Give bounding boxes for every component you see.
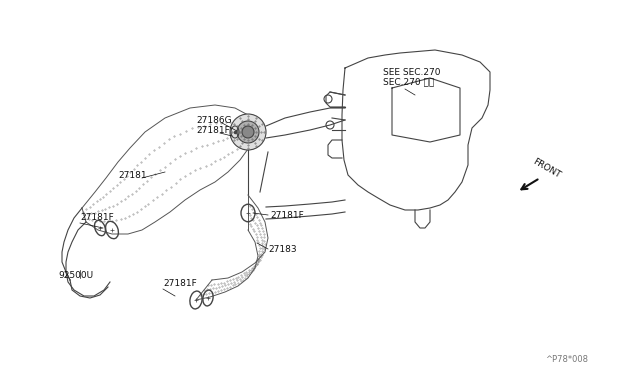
Polygon shape bbox=[196, 195, 268, 300]
Text: 27186G: 27186G bbox=[196, 116, 232, 125]
Polygon shape bbox=[342, 50, 490, 210]
Text: 27181F: 27181F bbox=[163, 279, 196, 288]
Text: 92500U: 92500U bbox=[58, 271, 93, 280]
Circle shape bbox=[242, 126, 254, 138]
Text: 27183: 27183 bbox=[268, 245, 296, 254]
Polygon shape bbox=[82, 105, 248, 234]
Text: 27181: 27181 bbox=[118, 171, 147, 180]
Text: SEC.270 参照: SEC.270 参照 bbox=[383, 77, 435, 86]
Polygon shape bbox=[62, 208, 86, 280]
Text: FRONT: FRONT bbox=[531, 157, 562, 180]
Circle shape bbox=[237, 121, 259, 143]
Text: ^P78*008: ^P78*008 bbox=[545, 355, 588, 364]
Text: SEE SEC.270: SEE SEC.270 bbox=[383, 68, 440, 77]
Text: 27181F: 27181F bbox=[80, 213, 114, 222]
Circle shape bbox=[230, 114, 266, 150]
Polygon shape bbox=[66, 272, 110, 298]
Text: 27181F: 27181F bbox=[270, 211, 304, 220]
Text: 27181F: 27181F bbox=[196, 126, 230, 135]
